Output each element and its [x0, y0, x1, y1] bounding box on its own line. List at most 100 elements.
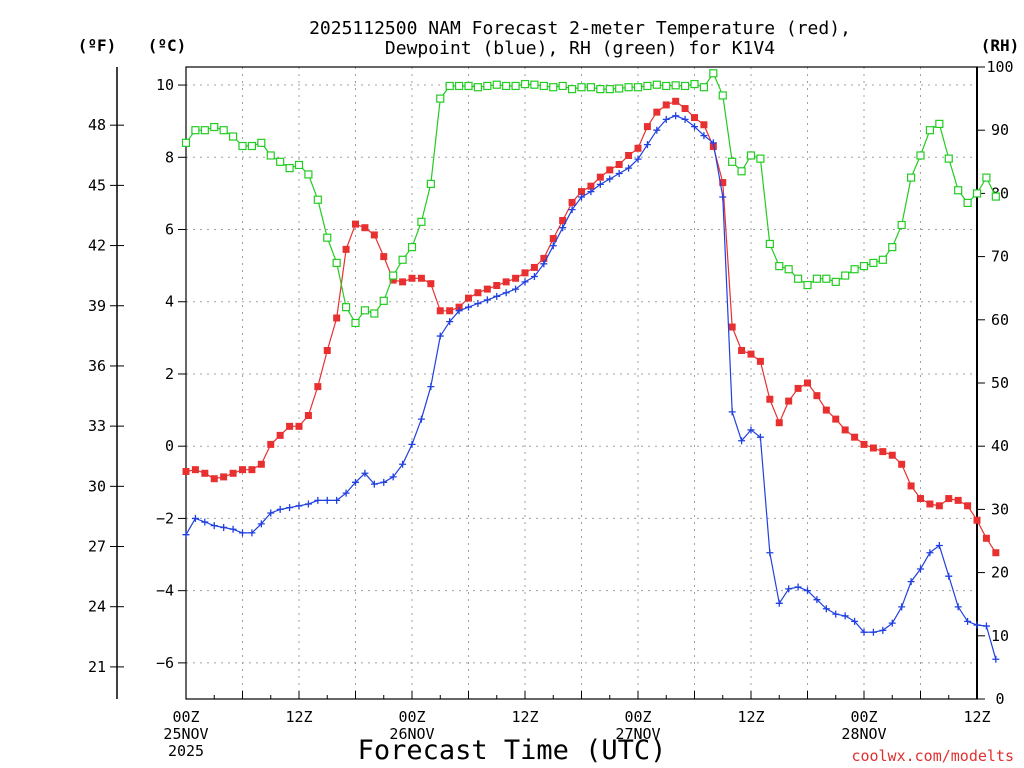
dewpoint-point — [201, 518, 209, 526]
dewpoint-point — [257, 520, 265, 528]
dewpoint-point — [455, 307, 463, 315]
temperature-point — [634, 144, 642, 152]
dewpoint-point — [832, 610, 840, 618]
rh-point — [888, 243, 897, 252]
dewpoint-point — [851, 617, 859, 625]
dewpoint-point — [191, 514, 199, 522]
temperature-point — [738, 346, 746, 354]
temperature-point — [728, 323, 736, 331]
rh-point — [803, 280, 812, 290]
dewpoint-point — [615, 170, 623, 178]
temperature-point — [596, 173, 604, 181]
source-credit: coolwx.com/modelts — [851, 747, 1014, 765]
chart-title-line2: Dewpoint (blue), RH (green) for K1V4 — [385, 38, 775, 59]
temperature-point — [540, 254, 548, 262]
dewpoint-point — [370, 480, 378, 488]
rh-tick-label: 90 — [991, 121, 1009, 139]
temperature-point — [681, 105, 689, 113]
rh-point — [775, 261, 784, 271]
rh-point — [633, 83, 643, 92]
celsius-tick-label: 0 — [165, 437, 174, 455]
rh-point — [360, 306, 370, 315]
time-tick-label: 25NOV — [163, 725, 208, 743]
dewpoint-point — [521, 278, 529, 286]
temperature-point — [248, 466, 256, 474]
dewpoint-point — [210, 522, 218, 530]
time-tick-label: 26NOV — [389, 725, 434, 743]
dewpoint-point — [794, 583, 802, 591]
time-tick-label: 00Z — [850, 708, 877, 726]
temperature-point — [493, 281, 501, 289]
temperature-line — [185, 100, 997, 554]
temperature-point — [295, 422, 303, 430]
rh-point — [426, 179, 435, 189]
rh-line — [185, 72, 997, 325]
temperature-point — [342, 245, 350, 253]
fahrenheit-tick-label: 45 — [88, 176, 106, 194]
dewpoint-point — [578, 193, 585, 201]
dewpoint-point — [229, 525, 237, 533]
rh-point — [737, 167, 746, 176]
dewpoint-point — [879, 626, 887, 634]
temperature-point — [841, 426, 849, 434]
temperature-point — [323, 346, 331, 354]
dewpoint-point — [860, 628, 868, 636]
temperature-point — [691, 114, 698, 122]
temperature-point — [832, 415, 840, 423]
temperature-point — [521, 269, 529, 277]
grid-lines — [186, 67, 977, 699]
temperature-point — [775, 419, 783, 427]
temperature-point — [502, 278, 510, 286]
temperature-point — [229, 469, 237, 477]
dewpoint-point — [530, 272, 538, 280]
series-green — [181, 69, 1000, 328]
rh-tick-label: 70 — [991, 248, 1009, 266]
rh-point — [925, 126, 935, 135]
temperature-point — [352, 220, 359, 228]
dewpoint-point — [540, 260, 548, 268]
temperature-point — [220, 473, 228, 481]
temperature-point — [389, 276, 397, 284]
dewpoint-point — [417, 415, 425, 423]
time-tick-label: 12Z — [511, 708, 538, 726]
temperature-point — [888, 451, 896, 459]
rh-tick-label: 10 — [991, 627, 1009, 645]
temperature-point — [945, 495, 953, 503]
temperature-point — [879, 448, 887, 456]
temperature-point — [257, 460, 265, 468]
dewpoint-point — [935, 542, 943, 550]
dewpoint-point — [474, 300, 482, 308]
rh-point — [530, 80, 539, 89]
time-tick-label: 12Z — [285, 708, 312, 726]
temperature-point — [964, 502, 972, 510]
rh-point — [728, 157, 737, 166]
temperature-point — [455, 303, 463, 311]
rh-point — [454, 81, 464, 91]
rh-point — [916, 151, 925, 160]
series-red — [182, 97, 1000, 557]
fahrenheit-tick-label: 21 — [88, 658, 106, 676]
temperature-point — [672, 97, 680, 105]
rh-point — [897, 220, 906, 230]
temperature-point — [408, 274, 416, 282]
rh-point — [596, 85, 605, 94]
celsius-tick-label: 10 — [156, 76, 174, 94]
dewpoint-point — [907, 578, 915, 586]
dewpoint-point — [775, 599, 783, 607]
temperature-point — [917, 495, 924, 503]
fahrenheit-axis-unit: (ºF) — [78, 36, 117, 55]
rh-point — [690, 79, 699, 89]
dewpoint-point — [549, 242, 557, 250]
rh-point — [502, 81, 511, 91]
celsius-tick-label: 6 — [165, 221, 174, 239]
rh-point — [228, 132, 238, 141]
temperature-point — [191, 466, 199, 474]
dewpoint-point — [267, 509, 275, 517]
rh-point — [709, 69, 718, 78]
temperature-point — [267, 440, 275, 448]
rh-point — [643, 81, 652, 91]
rh-point — [850, 265, 859, 274]
temperature-point — [483, 285, 491, 293]
dewpoint-point — [493, 292, 501, 300]
temperature-point — [756, 357, 764, 365]
